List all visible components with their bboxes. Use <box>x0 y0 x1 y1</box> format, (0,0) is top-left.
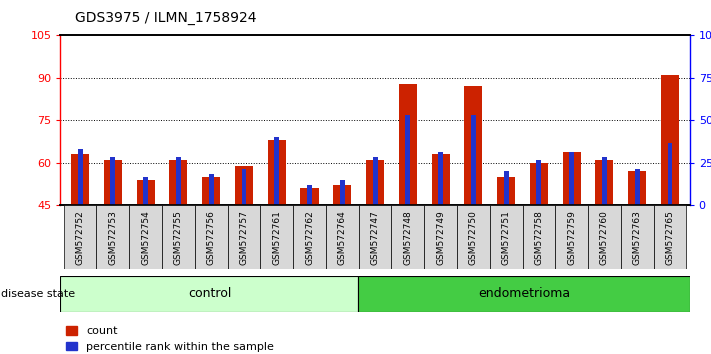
Bar <box>242 169 247 205</box>
Bar <box>340 180 345 205</box>
Text: GSM572765: GSM572765 <box>665 210 675 265</box>
Text: endometrioma: endometrioma <box>478 287 570 300</box>
Text: GSM572753: GSM572753 <box>108 210 117 265</box>
Bar <box>562 152 581 205</box>
Bar <box>595 160 614 205</box>
Text: GSM572752: GSM572752 <box>75 210 85 264</box>
FancyBboxPatch shape <box>162 205 195 269</box>
Bar <box>438 152 443 205</box>
Text: GSM572754: GSM572754 <box>141 210 150 264</box>
FancyBboxPatch shape <box>555 205 588 269</box>
Bar <box>570 152 574 205</box>
Text: GSM572763: GSM572763 <box>633 210 642 265</box>
FancyBboxPatch shape <box>358 276 690 312</box>
Bar <box>274 137 279 205</box>
Bar <box>333 185 351 205</box>
FancyBboxPatch shape <box>129 205 162 269</box>
Text: GDS3975 / ILMN_1758924: GDS3975 / ILMN_1758924 <box>75 11 256 25</box>
Text: GSM572756: GSM572756 <box>207 210 215 265</box>
Bar <box>77 149 82 205</box>
Text: GSM572761: GSM572761 <box>272 210 282 265</box>
Text: GSM572755: GSM572755 <box>174 210 183 265</box>
Bar <box>169 160 188 205</box>
Text: GSM572759: GSM572759 <box>567 210 576 265</box>
FancyBboxPatch shape <box>97 205 129 269</box>
Bar <box>405 115 410 205</box>
Legend: count, percentile rank within the sample: count, percentile rank within the sample <box>66 326 274 352</box>
Bar <box>537 160 541 205</box>
Text: disease state: disease state <box>1 289 75 299</box>
Text: GSM572757: GSM572757 <box>240 210 248 265</box>
FancyBboxPatch shape <box>523 205 555 269</box>
Text: GSM572764: GSM572764 <box>338 210 347 264</box>
Bar <box>104 160 122 205</box>
Bar <box>143 177 148 205</box>
FancyBboxPatch shape <box>392 205 424 269</box>
Bar <box>235 166 253 205</box>
Bar <box>668 143 673 205</box>
FancyBboxPatch shape <box>653 205 686 269</box>
FancyBboxPatch shape <box>64 205 97 269</box>
Bar <box>373 157 378 205</box>
Bar <box>497 177 515 205</box>
Bar <box>464 86 482 205</box>
Text: GSM572748: GSM572748 <box>403 210 412 264</box>
Text: control: control <box>188 287 231 300</box>
Bar <box>110 157 115 205</box>
FancyBboxPatch shape <box>621 205 653 269</box>
FancyBboxPatch shape <box>326 205 358 269</box>
Bar <box>503 171 508 205</box>
Bar <box>176 157 181 205</box>
FancyBboxPatch shape <box>457 205 490 269</box>
Bar <box>209 174 213 205</box>
Bar <box>71 154 89 205</box>
Text: GSM572749: GSM572749 <box>436 210 445 264</box>
Text: GSM572750: GSM572750 <box>469 210 478 265</box>
FancyBboxPatch shape <box>228 205 260 269</box>
Bar <box>399 84 417 205</box>
Bar <box>301 188 319 205</box>
Bar <box>202 177 220 205</box>
Text: GSM572751: GSM572751 <box>502 210 510 265</box>
Bar <box>629 171 646 205</box>
Bar <box>366 160 384 205</box>
Bar <box>471 115 476 205</box>
Text: GSM572747: GSM572747 <box>370 210 380 264</box>
FancyBboxPatch shape <box>588 205 621 269</box>
Bar <box>307 185 312 205</box>
FancyBboxPatch shape <box>260 205 293 269</box>
Text: GSM572760: GSM572760 <box>600 210 609 265</box>
Bar <box>268 140 286 205</box>
FancyBboxPatch shape <box>358 205 392 269</box>
Bar <box>635 169 640 205</box>
Bar <box>602 157 607 205</box>
FancyBboxPatch shape <box>293 205 326 269</box>
FancyBboxPatch shape <box>490 205 523 269</box>
Text: GSM572758: GSM572758 <box>535 210 543 265</box>
FancyBboxPatch shape <box>60 276 358 312</box>
Bar <box>530 163 548 205</box>
Bar <box>432 154 449 205</box>
FancyBboxPatch shape <box>424 205 457 269</box>
Bar <box>137 180 155 205</box>
Text: GSM572762: GSM572762 <box>305 210 314 264</box>
Bar <box>661 75 679 205</box>
FancyBboxPatch shape <box>195 205 228 269</box>
